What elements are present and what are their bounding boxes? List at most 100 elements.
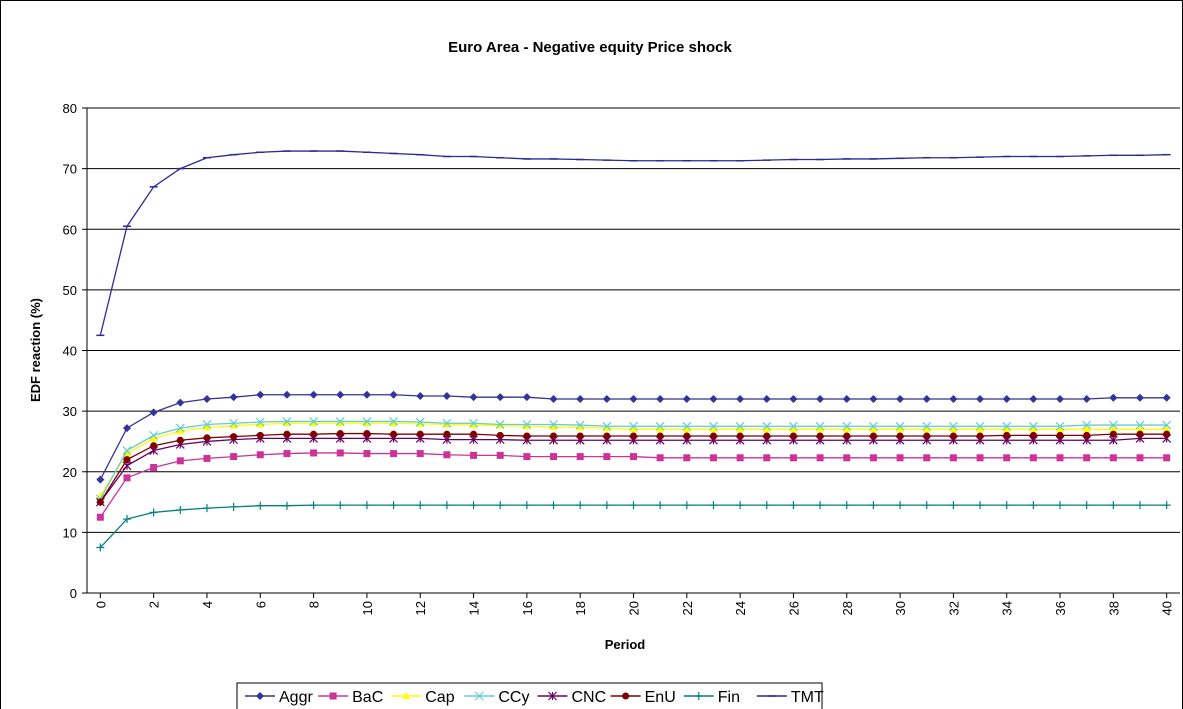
marker <box>602 421 612 431</box>
marker <box>363 430 371 438</box>
marker <box>96 513 104 521</box>
marker <box>469 421 478 429</box>
marker <box>550 432 558 440</box>
marker <box>922 421 932 431</box>
marker <box>474 691 484 701</box>
legend-label: EnU <box>645 689 676 706</box>
marker <box>842 421 852 431</box>
marker <box>203 454 211 462</box>
marker <box>416 450 424 458</box>
marker <box>1162 420 1172 430</box>
marker <box>896 454 904 462</box>
marker <box>523 453 531 461</box>
marker <box>282 501 291 510</box>
marker <box>1108 420 1118 430</box>
marker <box>1162 501 1171 510</box>
marker <box>175 423 185 433</box>
legend-label: BaC <box>352 689 383 706</box>
x-tick-label: 20 <box>627 601 642 615</box>
marker <box>843 454 851 462</box>
marker <box>256 390 265 399</box>
marker <box>789 395 798 403</box>
marker <box>229 393 238 402</box>
marker <box>1082 501 1091 510</box>
x-tick-label: 28 <box>840 601 855 615</box>
marker <box>656 454 664 462</box>
marker <box>390 430 398 438</box>
marker <box>1163 454 1171 462</box>
marker <box>1003 431 1011 439</box>
marker <box>256 431 264 439</box>
marker <box>629 501 638 510</box>
marker <box>1029 425 1038 433</box>
marker <box>389 417 398 426</box>
marker <box>362 501 371 510</box>
marker <box>402 692 411 699</box>
marker <box>282 419 291 427</box>
marker <box>96 498 104 506</box>
marker <box>789 432 797 440</box>
marker <box>736 501 745 510</box>
marker <box>523 432 531 440</box>
marker <box>522 420 532 429</box>
marker <box>96 475 105 484</box>
marker <box>1055 421 1065 431</box>
legend-label: Aggr <box>279 689 313 706</box>
marker <box>1136 454 1144 462</box>
marker <box>96 543 105 552</box>
marker <box>1029 454 1037 462</box>
x-axis-title: Period <box>605 637 646 652</box>
marker <box>976 425 985 433</box>
marker <box>442 418 452 428</box>
marker <box>389 501 398 510</box>
marker <box>655 421 665 431</box>
marker <box>576 432 584 440</box>
marker <box>975 421 985 431</box>
marker <box>762 425 771 433</box>
marker <box>416 419 425 427</box>
marker <box>622 692 630 700</box>
marker <box>976 395 985 403</box>
marker <box>709 454 717 462</box>
marker <box>709 432 717 440</box>
marker <box>602 424 611 432</box>
marker <box>816 501 825 510</box>
marker <box>1136 501 1145 510</box>
marker <box>1002 421 1012 431</box>
marker <box>603 432 611 440</box>
marker <box>815 421 825 431</box>
marker <box>150 464 158 472</box>
marker <box>229 421 238 429</box>
marker <box>309 419 318 427</box>
x-tick-label: 16 <box>520 601 535 615</box>
marker <box>256 451 264 459</box>
marker <box>149 434 158 442</box>
x-tick-label: 6 <box>253 601 268 608</box>
marker <box>1029 395 1038 403</box>
marker <box>816 454 824 462</box>
marker <box>496 393 505 402</box>
marker <box>1109 393 1118 402</box>
marker <box>549 501 558 510</box>
marker <box>816 432 824 440</box>
marker <box>709 421 718 431</box>
marker <box>283 430 291 438</box>
marker <box>896 501 905 510</box>
marker <box>336 390 345 399</box>
y-tick-label: 20 <box>63 465 77 480</box>
marker <box>149 408 158 417</box>
marker <box>869 421 878 431</box>
y-tick-label: 50 <box>63 283 77 298</box>
marker <box>923 432 931 440</box>
legend-label: CNC <box>572 689 607 706</box>
x-tick-label: 4 <box>200 601 215 608</box>
marker <box>682 425 691 433</box>
marker <box>896 432 904 440</box>
marker <box>656 432 664 440</box>
marker <box>656 395 665 403</box>
marker <box>736 395 745 403</box>
marker <box>416 391 425 400</box>
marker <box>682 421 692 431</box>
marker <box>496 451 504 459</box>
marker <box>576 395 585 403</box>
